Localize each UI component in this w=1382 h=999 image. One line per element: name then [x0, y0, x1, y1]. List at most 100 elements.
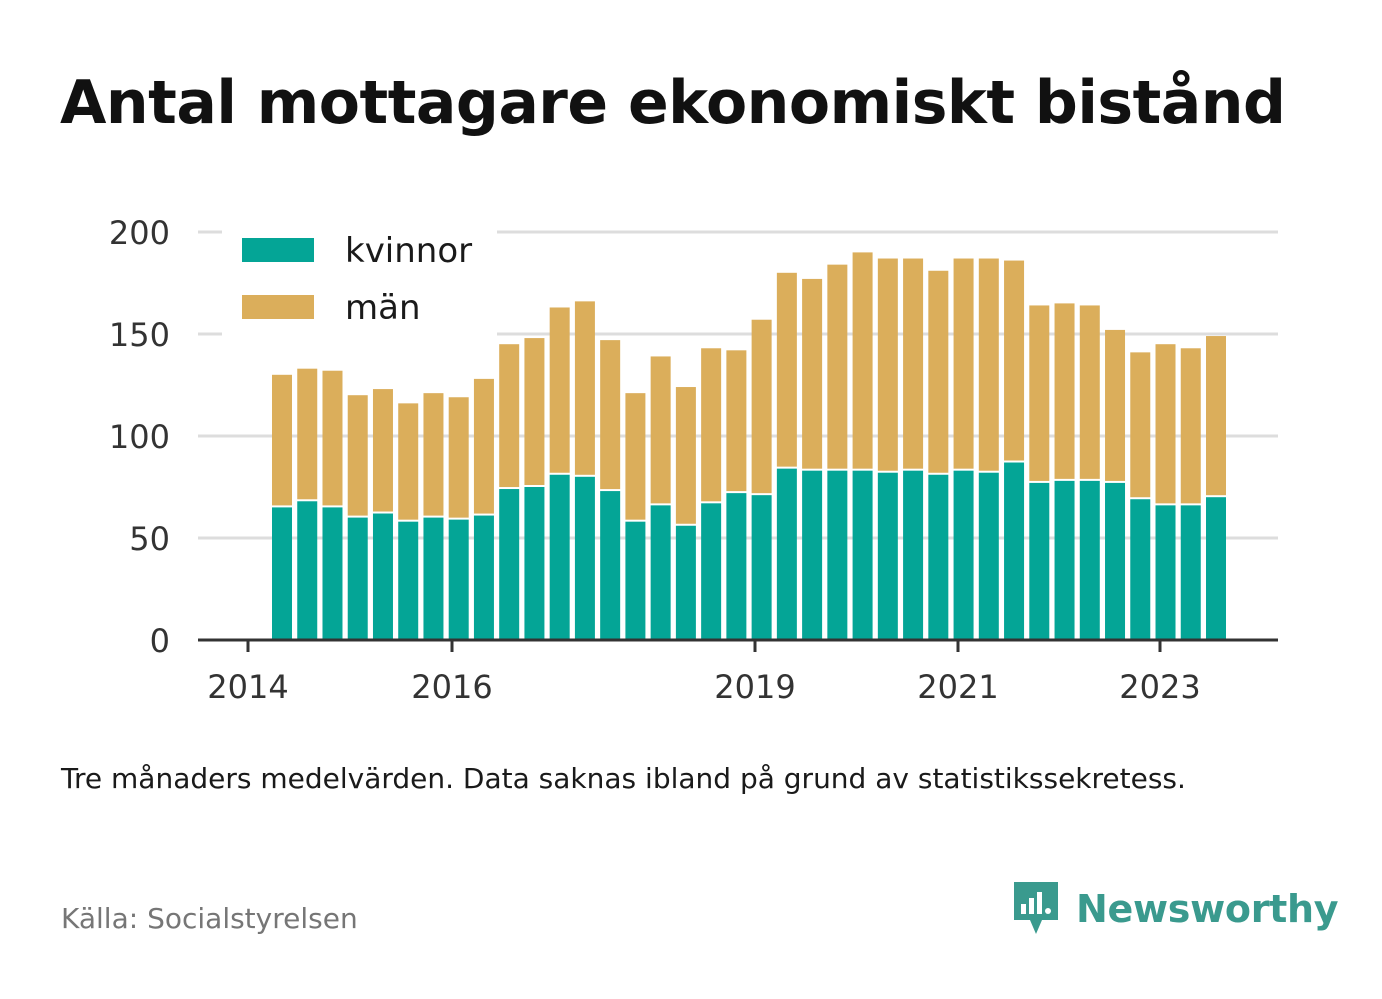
newsworthy-logo[interactable]: Newsworthy [1010, 878, 1339, 940]
legend-swatch-man [242, 295, 314, 319]
bar-man [1180, 348, 1201, 504]
bar-kvinnor [953, 470, 974, 640]
brand-name: Newsworthy [1076, 887, 1339, 931]
bar-man [675, 387, 696, 524]
chart-note: Tre månaders medelvärden. Data saknas ib… [61, 762, 1186, 795]
bar-man [1206, 336, 1226, 496]
bar-man [322, 370, 343, 506]
bar-man [802, 278, 823, 469]
bar-kvinnor [625, 521, 646, 640]
bar-kvinnor [398, 521, 419, 640]
legend-label-kvinnor: kvinnor [345, 231, 472, 271]
bar-man [347, 395, 368, 516]
bar-kvinnor [701, 503, 722, 640]
y-tick-label: 100 [109, 418, 170, 456]
bar-kvinnor [978, 472, 999, 640]
bar-man [1054, 303, 1075, 479]
bar-kvinnor [1029, 482, 1050, 640]
bar-kvinnor [726, 493, 747, 640]
bar-man [297, 368, 318, 500]
bar-kvinnor [322, 507, 343, 640]
bar-man [1105, 329, 1126, 481]
bar-man [1155, 344, 1176, 504]
bar-man [978, 258, 999, 471]
bar-kvinnor [1079, 480, 1100, 640]
y-tick-label: 200 [109, 214, 170, 252]
bar-kvinnor [423, 517, 444, 640]
bar-man [423, 393, 444, 516]
x-tick-label: 2014 [207, 668, 288, 706]
bar-kvinnor [1206, 497, 1226, 640]
bar-man [776, 272, 797, 467]
x-tick-label: 2021 [917, 668, 998, 706]
bar-man [852, 252, 873, 469]
y-tick-label: 50 [129, 520, 170, 558]
bar-man [499, 344, 520, 488]
bar-kvinnor [928, 474, 949, 640]
legend-label-man: män [345, 288, 421, 328]
bar-kvinnor [574, 476, 595, 640]
bar-man [448, 397, 469, 518]
bar-man [549, 307, 570, 473]
bar-kvinnor [1155, 505, 1176, 640]
chart-title: Antal mottagare ekonomiskt bistånd [60, 68, 1286, 138]
bar-kvinnor [852, 470, 873, 640]
bar-kvinnor [877, 472, 898, 640]
bar-kvinnor [903, 470, 924, 640]
bar-man [398, 403, 419, 520]
bar-man [372, 389, 393, 512]
source-label: Källa: Socialstyrelsen [61, 902, 358, 935]
bar-kvinnor [499, 489, 520, 640]
bar-kvinnor [650, 505, 671, 640]
bar-man [625, 393, 646, 520]
bar-man [524, 338, 545, 485]
bar-kvinnor [473, 515, 494, 640]
bar-kvinnor [1004, 462, 1025, 640]
bar-kvinnor [347, 517, 368, 640]
bar-kvinnor [827, 470, 848, 640]
bar-kvinnor [675, 525, 696, 640]
x-tick-label: 2016 [411, 668, 492, 706]
bar-man [473, 378, 494, 514]
bar-kvinnor [297, 501, 318, 640]
bar-kvinnor [1180, 505, 1201, 640]
bar-man [650, 356, 671, 504]
bar-kvinnor [1105, 482, 1126, 640]
bar-man [751, 319, 772, 494]
legend: kvinnor män [222, 218, 497, 336]
bar-man [1029, 305, 1050, 481]
bar-kvinnor [549, 474, 570, 640]
x-axis: 2014 2016 2019 2021 2023 [198, 638, 1278, 706]
x-tick-label: 2019 [714, 668, 795, 706]
bar-kvinnor [272, 507, 292, 640]
bar-kvinnor [802, 470, 823, 640]
bar-kvinnor [600, 491, 621, 640]
bar-man [877, 258, 898, 471]
bar-kvinnor [524, 487, 545, 640]
y-tick-label: 0 [150, 622, 170, 660]
bar-man [1079, 305, 1100, 479]
y-tick-label: 150 [109, 316, 170, 354]
x-tick-label: 2023 [1119, 668, 1200, 706]
bar-man [574, 301, 595, 475]
stacked-bar-chart: 0 50 100 150 200 2014 2016 2019 2021 2023 kvinno… [109, 214, 1278, 706]
bar-man [1004, 260, 1025, 461]
bar-kvinnor [372, 513, 393, 640]
bar-man [953, 258, 974, 469]
bars [272, 252, 1226, 640]
legend-swatch-kvinnor [242, 238, 314, 262]
y-axis-tick-labels: 0 50 100 150 200 [109, 214, 170, 660]
bar-man [600, 340, 621, 490]
newsworthy-logo-icon [1014, 882, 1058, 934]
bar-man [928, 270, 949, 473]
bar-kvinnor [1130, 499, 1151, 640]
bar-man [701, 348, 722, 502]
bar-man [272, 374, 292, 506]
bar-kvinnor [751, 495, 772, 640]
bar-man [827, 264, 848, 469]
bar-kvinnor [448, 519, 469, 640]
bar-kvinnor [1054, 480, 1075, 640]
bar-man [903, 258, 924, 469]
bar-man [1130, 352, 1151, 498]
bar-kvinnor [776, 468, 797, 640]
